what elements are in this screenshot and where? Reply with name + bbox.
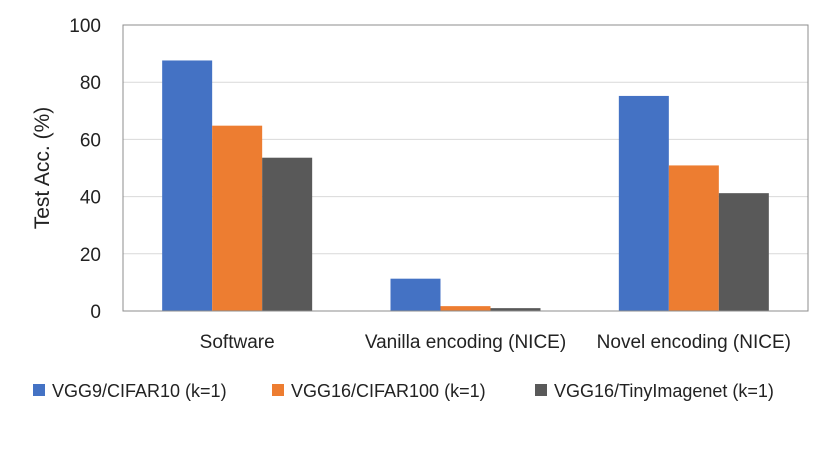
x-tick-labels: Software Vanilla encoding (NICE) Novel enc…	[200, 332, 791, 353]
bar	[262, 157, 313, 311]
y-tick-label: 40	[80, 188, 101, 209]
legend-item: VGG16/CIFAR100 (k=1)	[272, 381, 486, 401]
y-tick-label: 60	[80, 130, 101, 151]
bars	[162, 60, 769, 311]
legend: VGG9/CIFAR10 (k=1) VGG16/CIFAR100 (k=1) VG…	[33, 381, 774, 401]
bar	[212, 125, 263, 311]
legend-swatch	[272, 384, 284, 396]
legend-item: VGG9/CIFAR10 (k=1)	[33, 381, 227, 401]
legend-label: VGG9/CIFAR10 (k=1)	[52, 381, 227, 401]
bar	[668, 165, 719, 311]
legend-swatch	[33, 384, 45, 396]
bar	[490, 308, 541, 311]
x-tick-label: Vanilla encoding (NICE)	[365, 332, 566, 353]
y-tick-label: 100	[69, 16, 101, 37]
bar	[162, 60, 213, 311]
y-tick-label: 0	[90, 302, 101, 323]
legend-label: VGG16/TinyImagenet (k=1)	[554, 381, 774, 401]
bar	[718, 193, 769, 311]
plot-frame	[122, 24, 809, 312]
bar	[618, 95, 669, 311]
legend-swatch	[535, 384, 547, 396]
x-tick-label: Software	[200, 332, 275, 353]
y-axis-label: Test Acc. (%)	[31, 107, 54, 230]
y-tick-label: 20	[80, 245, 101, 266]
bar	[440, 306, 491, 311]
legend-item: VGG16/TinyImagenet (k=1)	[535, 381, 774, 401]
legend-label: VGG16/CIFAR100 (k=1)	[291, 381, 486, 401]
y-tick-labels: 0 20 40 60 80 100	[69, 16, 101, 323]
y-tick-label: 80	[80, 73, 101, 94]
x-tick-label: Novel encoding (NICE)	[597, 332, 791, 353]
bar	[390, 278, 441, 311]
